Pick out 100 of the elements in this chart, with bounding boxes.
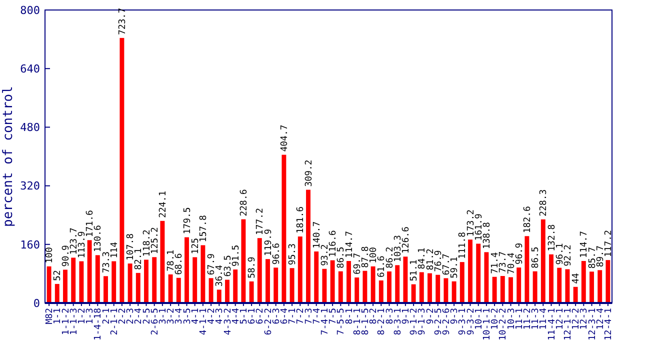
x-tick-label: 4-4: [231, 308, 242, 324]
bar: [104, 276, 108, 303]
bar: [549, 254, 554, 303]
bar: [492, 276, 497, 303]
bar: [298, 236, 302, 303]
data-label: 114: [110, 242, 120, 258]
data-label: 126.6: [401, 226, 412, 254]
data-label: 130.6: [94, 225, 104, 252]
data-label: 404.7: [280, 124, 290, 152]
data-label: 95.3: [288, 243, 298, 266]
bar: [216, 290, 222, 303]
bar: [346, 260, 351, 303]
data-label: 125.2: [150, 227, 160, 254]
bar: [532, 271, 538, 303]
bar: [444, 278, 448, 303]
data-label: 96.9: [514, 242, 525, 265]
data-label: 86.5: [531, 246, 542, 268]
bar: [306, 190, 310, 303]
bar: [128, 264, 132, 303]
data-label: 111.8: [458, 232, 468, 260]
data-label: 157.8: [198, 215, 209, 242]
data-label: 86.5: [336, 246, 347, 268]
bar: [419, 272, 424, 303]
data-label: 309.2: [304, 160, 314, 187]
bar: [428, 273, 432, 303]
bar: [460, 262, 464, 303]
bar: [500, 276, 505, 303]
bar: [395, 265, 400, 303]
data-label: 82.1: [134, 248, 144, 270]
data-label: 89.7: [596, 245, 606, 268]
bar: [330, 260, 335, 303]
y-axis-title: percent of control: [1, 86, 16, 227]
x-tick-label: 7-4-1: [320, 308, 330, 336]
bar: [338, 271, 343, 303]
bar: [314, 251, 319, 303]
x-tick-label: 12-4: [596, 308, 606, 330]
data-label: 182.6: [522, 206, 533, 234]
x-tick-label: 8-1: [344, 308, 355, 324]
data-label: 179.5: [182, 207, 193, 234]
data-label: 132.8: [547, 224, 558, 252]
bar: [290, 268, 294, 303]
data-label: 117.2: [604, 230, 614, 258]
bar: [79, 261, 84, 303]
bar: [508, 277, 513, 303]
bar: [524, 236, 530, 303]
data-label: 114.7: [344, 230, 355, 258]
x-tick-label: 7-4: [312, 308, 322, 324]
x-tick-label: 4-3-2: [223, 308, 234, 336]
data-label: 114.7: [580, 230, 590, 258]
bar: [152, 257, 157, 303]
data-label: 58.9: [248, 256, 258, 278]
y-tick-label: 640: [20, 62, 40, 76]
bar: [378, 280, 384, 303]
data-label: 96.6: [272, 242, 282, 265]
bar: [573, 286, 578, 303]
bar: [565, 269, 570, 303]
bar: [484, 252, 489, 303]
bar: [411, 284, 416, 303]
bar: [144, 260, 148, 303]
bar: [160, 220, 165, 303]
bar: [257, 238, 262, 303]
bar: [322, 268, 327, 303]
data-label: 59.1: [450, 256, 460, 278]
bar: [516, 268, 522, 303]
data-label: 52: [53, 270, 64, 281]
data-label: 723.7: [118, 8, 128, 35]
bar: [87, 240, 92, 303]
bar: [208, 278, 214, 303]
bar: [540, 219, 546, 303]
bar: [387, 271, 392, 303]
bar: [71, 258, 76, 303]
data-label: 228.3: [539, 189, 550, 216]
bar: [95, 255, 100, 303]
bar: [274, 268, 278, 303]
x-tick-label: 2-1: [102, 308, 112, 324]
bar: [233, 269, 238, 303]
bar: [249, 281, 254, 303]
x-tick-label: 4-1: [190, 308, 201, 324]
bar: [598, 270, 602, 303]
y-tick-label: 0: [33, 296, 40, 310]
x-tick-label: 3-5: [182, 308, 193, 324]
x-tick-label: 12-4-1: [604, 308, 614, 341]
data-label: 138.8: [482, 222, 492, 250]
y-tick-label: 320: [20, 180, 40, 193]
bar: [476, 244, 481, 303]
data-label: 228.6: [239, 189, 250, 216]
bar: [54, 284, 60, 303]
bar: [606, 260, 610, 303]
bar: [176, 278, 181, 303]
data-label: 91.5: [231, 244, 242, 266]
bar: [136, 272, 140, 303]
x-tick-label: 7-3: [304, 308, 314, 324]
bar: [468, 240, 472, 303]
bar: [581, 260, 586, 303]
data-label: 44: [572, 273, 582, 284]
bar: [282, 154, 286, 303]
bar: [452, 281, 456, 303]
data-label: 93.2: [320, 244, 330, 266]
bar: [362, 270, 368, 303]
bar: [184, 237, 189, 303]
